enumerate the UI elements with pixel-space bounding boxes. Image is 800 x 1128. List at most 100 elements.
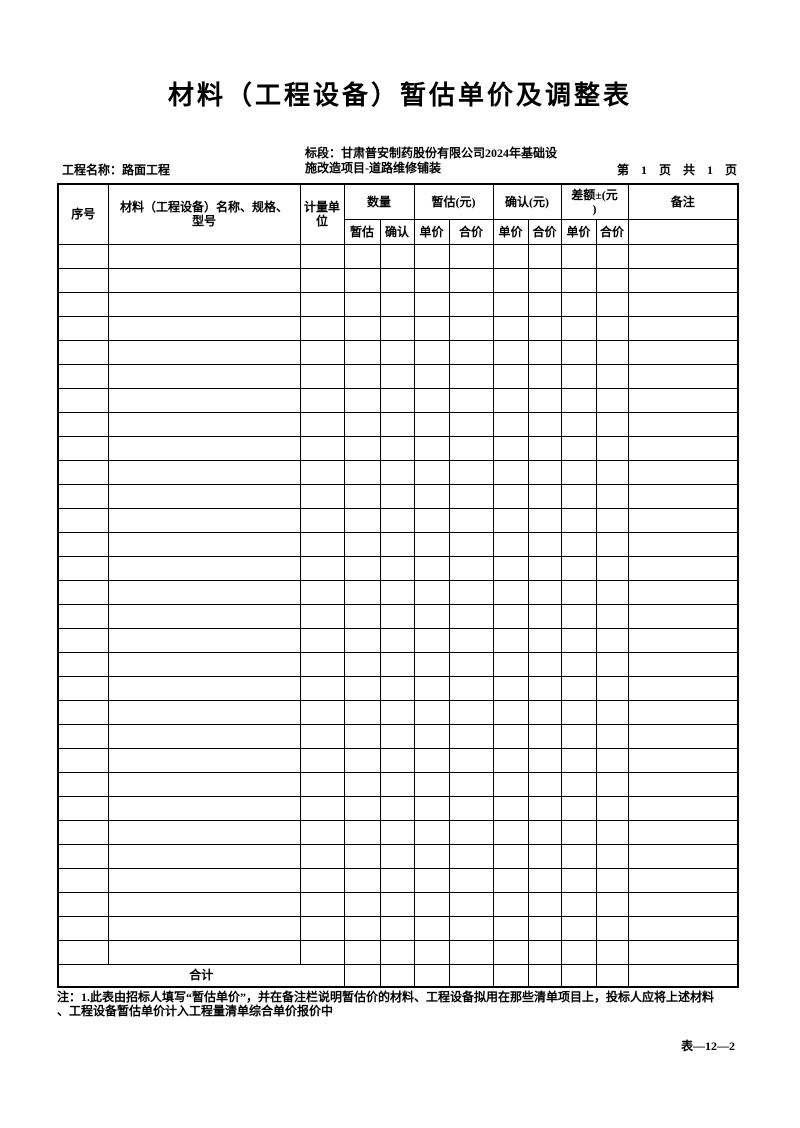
empty-cell <box>448 339 494 365</box>
empty-cell <box>343 627 381 653</box>
empty-cell <box>492 867 529 893</box>
empty-cell <box>57 387 109 413</box>
empty-cell <box>492 411 529 437</box>
empty-cell <box>299 363 345 389</box>
empty-cell <box>299 603 345 629</box>
empty-cell <box>57 483 109 509</box>
empty-cell <box>299 483 345 509</box>
empty-cell <box>595 915 629 941</box>
empty-cell <box>107 531 301 557</box>
empty-cell <box>492 795 529 821</box>
header-remarks: 备注 <box>627 183 739 220</box>
empty-cell <box>299 771 345 797</box>
empty-cell <box>57 651 109 677</box>
empty-cell <box>379 507 415 533</box>
empty-cell <box>527 627 562 653</box>
empty-cell <box>379 387 415 413</box>
table-row <box>57 771 739 797</box>
empty-cell <box>560 939 597 965</box>
empty-cell <box>492 435 529 461</box>
empty-cell <box>379 459 415 485</box>
empty-cell <box>595 699 629 725</box>
empty-cell <box>627 459 739 485</box>
empty-cell <box>448 627 494 653</box>
empty-cell <box>527 939 562 965</box>
empty-cell <box>107 915 301 941</box>
empty-cell <box>595 963 629 988</box>
empty-cell <box>627 555 739 581</box>
empty-cell <box>448 915 494 941</box>
empty-cell <box>299 387 345 413</box>
empty-cell <box>492 819 529 845</box>
empty-cell <box>299 627 345 653</box>
empty-cell <box>107 243 301 269</box>
table-footer: 合计 <box>57 963 739 988</box>
empty-cell <box>413 867 450 893</box>
empty-cell <box>57 555 109 581</box>
empty-cell <box>492 339 529 365</box>
empty-cell <box>107 675 301 701</box>
empty-cell <box>527 747 562 773</box>
empty-cell <box>448 315 494 341</box>
empty-cell <box>413 435 450 461</box>
empty-cell <box>627 291 739 317</box>
empty-cell <box>107 483 301 509</box>
empty-cell <box>448 963 494 988</box>
empty-cell <box>343 723 381 749</box>
empty-cell <box>560 339 597 365</box>
empty-cell <box>343 363 381 389</box>
empty-cell <box>627 339 739 365</box>
empty-cell <box>560 891 597 917</box>
empty-cell <box>527 963 562 988</box>
empty-cell <box>107 723 301 749</box>
empty-cell <box>527 315 562 341</box>
empty-cell <box>343 483 381 509</box>
empty-cell <box>627 603 739 629</box>
empty-cell <box>299 291 345 317</box>
empty-cell <box>527 843 562 869</box>
empty-cell <box>57 363 109 389</box>
table-row <box>57 387 739 413</box>
empty-cell <box>527 675 562 701</box>
empty-cell <box>107 747 301 773</box>
empty-cell <box>379 579 415 605</box>
empty-cell <box>107 939 301 965</box>
empty-cell <box>595 675 629 701</box>
page-number-indicator: 第 1 页 共 1 页 <box>616 163 737 177</box>
table-row <box>57 891 739 917</box>
empty-cell <box>595 339 629 365</box>
empty-cell <box>492 891 529 917</box>
empty-cell <box>413 339 450 365</box>
empty-cell <box>343 747 381 773</box>
empty-cell <box>627 579 739 605</box>
empty-cell <box>595 651 629 677</box>
empty-cell <box>560 747 597 773</box>
empty-cell <box>492 915 529 941</box>
empty-cell <box>107 819 301 845</box>
header-difference-group: 差额±(元 ) <box>560 183 629 220</box>
empty-cell <box>492 363 529 389</box>
empty-cell <box>492 963 529 988</box>
empty-cell <box>107 843 301 869</box>
empty-cell <box>379 339 415 365</box>
empty-cell <box>57 675 109 701</box>
empty-cell <box>595 291 629 317</box>
empty-cell <box>595 267 629 293</box>
empty-cell <box>627 939 739 965</box>
empty-cell <box>527 435 562 461</box>
empty-cell <box>595 507 629 533</box>
empty-cell <box>107 627 301 653</box>
empty-cell <box>627 915 739 941</box>
empty-cell <box>527 531 562 557</box>
empty-cell <box>299 651 345 677</box>
empty-cell <box>627 867 739 893</box>
table-row <box>57 627 739 653</box>
empty-cell <box>560 315 597 341</box>
table-row <box>57 531 739 557</box>
empty-cell <box>379 291 415 317</box>
empty-cell <box>448 723 494 749</box>
provisional-price-table: 序号 材料（工程设备）名称、规格、 型号 计量单 位 数量 暂估(元) 确认(元… <box>57 183 740 988</box>
empty-cell <box>527 579 562 605</box>
table-row <box>57 363 739 389</box>
empty-cell <box>413 291 450 317</box>
